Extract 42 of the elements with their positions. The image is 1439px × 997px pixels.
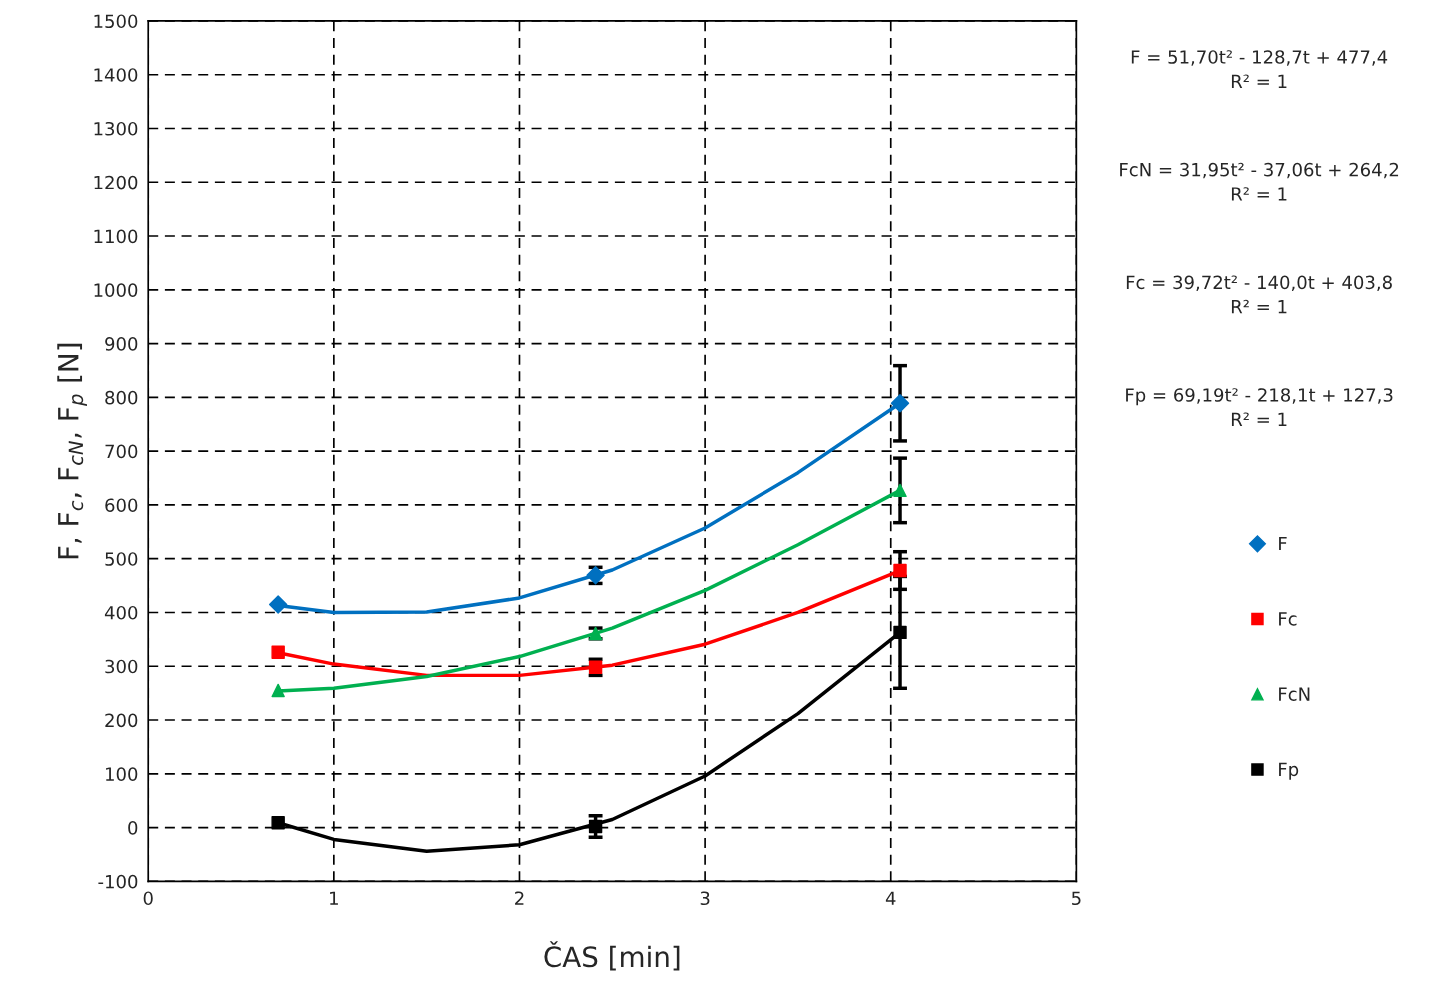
x-tick-label: 3 xyxy=(700,891,710,906)
text: Fp = 69,19t² - 218,1t + 127,3 R² = 1 xyxy=(1126,388,1393,426)
y-tick-label: 900 xyxy=(105,337,138,351)
y-tick-label: 1000 xyxy=(94,283,138,297)
y-tick-label: 1100 xyxy=(94,229,138,244)
y-axis-title: F, F$_{c}$, F$_{cN}$, F$_{p}$ [N] xyxy=(57,343,87,559)
y-tick-label: 1300 xyxy=(94,121,138,136)
y-tick-label: 300 xyxy=(105,659,138,674)
point xyxy=(893,563,907,578)
y-tick-label: 400 xyxy=(104,605,138,620)
y-tick-label: 100 xyxy=(106,767,138,781)
x-tick-label: 5 xyxy=(1072,891,1081,906)
point xyxy=(271,683,285,698)
point xyxy=(271,645,285,659)
y-tick-label: 1200 xyxy=(94,175,138,190)
y-tick-label: 500 xyxy=(105,552,138,566)
point xyxy=(271,816,285,830)
y-tick-label: 1500 xyxy=(94,14,138,29)
x-tick-label: 2 xyxy=(515,891,524,905)
x-tick-label: 1 xyxy=(330,891,338,905)
legend-label: Fp xyxy=(1279,762,1299,780)
y-tick-label: 800 xyxy=(105,390,138,405)
legend-label: F xyxy=(1279,536,1287,551)
legend-label: FcN xyxy=(1279,687,1310,701)
point xyxy=(890,394,910,413)
y-tick-label: 1400 xyxy=(94,68,138,82)
point xyxy=(893,625,907,640)
legend-label: Fc xyxy=(1279,612,1297,626)
y-tick-label: 200 xyxy=(105,713,138,728)
point xyxy=(893,483,907,498)
x-tick-label: 0 xyxy=(143,891,153,906)
y-tick-label: 0 xyxy=(128,821,138,835)
y-tick-label: -100 xyxy=(98,874,138,889)
text: Fc = 39,72t² - 140,0t + 403,8 R² = 1 xyxy=(1126,275,1392,314)
point xyxy=(588,819,603,834)
point xyxy=(268,595,288,614)
text: F = 51,70t² - 128,7t + 477,4 R² = 1 xyxy=(1131,50,1388,88)
y-tick-label: 600 xyxy=(105,498,138,513)
y-tick-label: 700 xyxy=(105,444,138,459)
x-axis-title: ČAS [min] xyxy=(544,941,680,971)
x-tick-label: 4 xyxy=(885,891,896,905)
text: FcN = 31,95t² - 37,06t + 264,2 R² = 1 xyxy=(1120,162,1399,201)
